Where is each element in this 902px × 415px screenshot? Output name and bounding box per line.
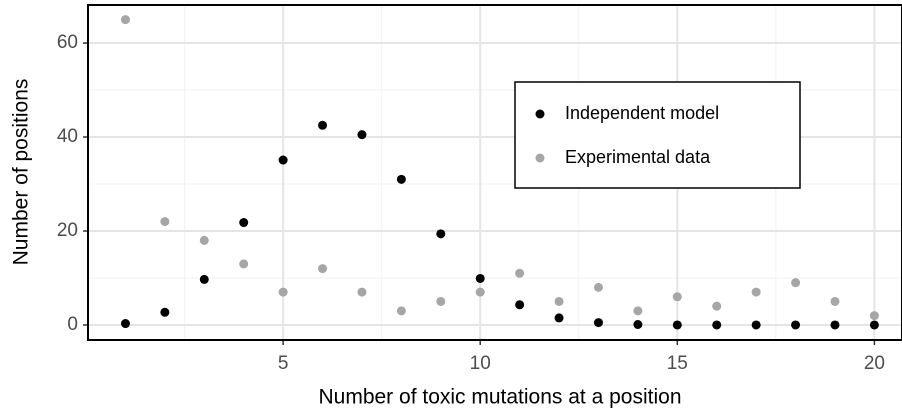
plot-border (87, 4, 902, 341)
y-axis-title: Number of positions (10, 79, 33, 266)
legend-marker (535, 109, 545, 119)
y-tick-label: 40 (57, 126, 78, 147)
legend-marker (535, 153, 545, 163)
point (475, 287, 485, 297)
point (751, 320, 761, 330)
point (515, 300, 525, 310)
point (278, 287, 288, 297)
y-tick-label: 60 (57, 32, 78, 53)
legend-label: Experimental data (565, 147, 711, 167)
point (633, 306, 643, 316)
point (239, 218, 249, 228)
legend-label: Independent model (565, 103, 719, 123)
point (436, 229, 446, 239)
y-tick-label: 0 (67, 314, 78, 335)
point (436, 296, 446, 306)
point (160, 307, 170, 317)
x-tick-label: 5 (278, 353, 289, 374)
y-tick-label: 20 (57, 220, 78, 241)
point (515, 268, 525, 278)
x-tick-label: 10 (470, 353, 491, 374)
point (199, 235, 209, 245)
point (396, 174, 406, 184)
point (199, 274, 209, 284)
point (318, 120, 328, 130)
point (593, 282, 603, 292)
point (672, 320, 682, 330)
point (318, 264, 328, 274)
point (830, 320, 840, 330)
point (357, 287, 367, 297)
point (751, 287, 761, 297)
point (830, 296, 840, 306)
x-tick-label: 20 (864, 353, 885, 374)
point (869, 311, 879, 321)
point (475, 273, 485, 283)
point (357, 130, 367, 140)
point (791, 278, 801, 288)
point (120, 15, 130, 25)
point (239, 259, 249, 269)
x-tick-label: 15 (667, 353, 688, 374)
point (278, 155, 288, 165)
point (160, 217, 170, 227)
point (712, 320, 722, 330)
point (869, 320, 879, 330)
point (554, 296, 564, 306)
x-axis-title: Number of toxic mutations at a position (318, 386, 681, 409)
point (554, 313, 564, 323)
legend-box (514, 81, 801, 189)
point (633, 319, 643, 329)
point (396, 306, 406, 316)
point (712, 301, 722, 311)
point (120, 319, 130, 329)
point (593, 318, 603, 328)
point (672, 292, 682, 302)
point (791, 320, 801, 330)
